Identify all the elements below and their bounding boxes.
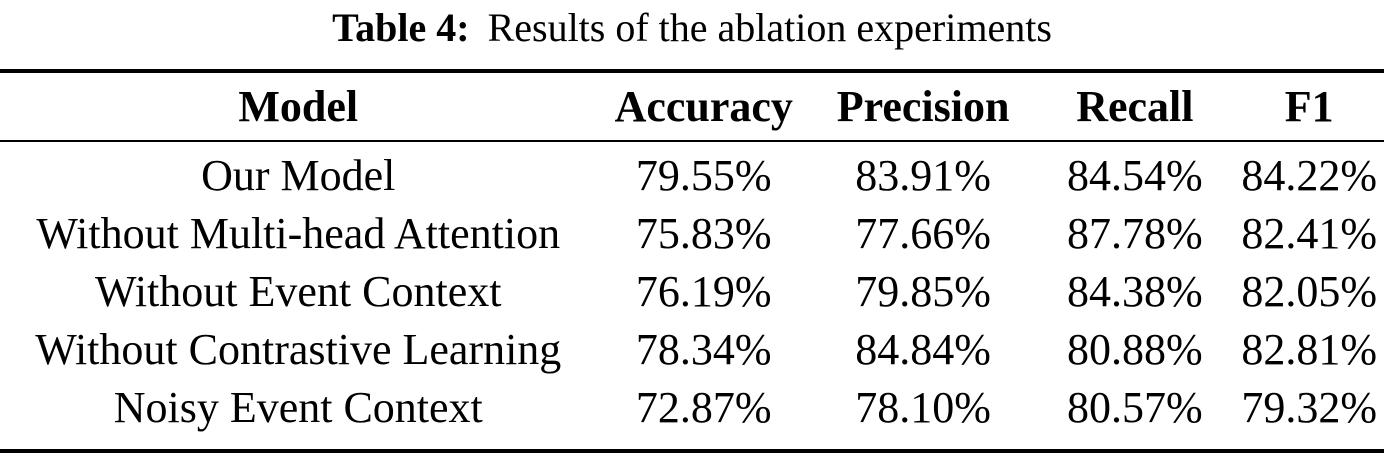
cell-f1: 79.32% [1241, 382, 1378, 432]
cell-model: Without Multi-head Attention [36, 208, 561, 258]
table-header-row: Model Accuracy Precision Recall F1 [0, 71, 1384, 142]
table-caption-label: Table 4: [332, 5, 470, 50]
table-row-noisy-event-context: Noisy Event Context 72.87% 78.10% 80.57%… [0, 378, 1384, 451]
table-caption: Table 4: Results of the ablation experime… [0, 0, 1384, 52]
column-header-accuracy: Accuracy [596, 71, 812, 142]
cell-accuracy: 72.87% [635, 382, 772, 432]
cell-recall: 87.78% [1067, 208, 1203, 258]
cell-accuracy: 75.83% [635, 208, 772, 258]
cell-recall: 84.54% [1067, 150, 1203, 200]
column-header-precision: Precision [811, 71, 1036, 142]
table-row-without-contrastive-learning: Without Contrastive Learning 78.34% 84.8… [0, 320, 1384, 378]
column-header-f1: F1 [1234, 71, 1384, 142]
cell-precision: 77.66% [855, 208, 991, 258]
cell-f1: 82.05% [1241, 266, 1378, 316]
table-caption-text: Results of the ablation experiments [487, 5, 1052, 50]
column-header-recall: Recall [1035, 71, 1235, 142]
cell-recall: 80.57% [1067, 382, 1203, 432]
table-row-without-multi-head-attention: Without Multi-head Attention 75.83% 77.6… [0, 204, 1384, 262]
column-header-model: Model [0, 71, 597, 142]
cell-f1: 84.22% [1241, 150, 1378, 200]
cell-model: Without Event Context [95, 266, 502, 316]
cell-f1: 82.81% [1241, 324, 1378, 374]
cell-accuracy: 78.34% [635, 324, 772, 374]
cell-accuracy: 76.19% [635, 266, 772, 316]
cell-precision: 79.85% [855, 266, 991, 316]
cell-recall: 84.38% [1067, 266, 1203, 316]
cell-precision: 83.91% [855, 150, 991, 200]
cell-f1: 82.41% [1241, 208, 1378, 258]
cell-model: Without Contrastive Learning [35, 324, 562, 374]
cell-accuracy: 79.55% [635, 150, 772, 200]
cell-model: Noisy Event Context [113, 382, 483, 432]
cell-precision: 78.10% [855, 382, 991, 432]
table-row-our-model: Our Model 79.55% 83.91% 84.54% 84.22% [0, 141, 1384, 204]
ablation-results-table: Model Accuracy Precision Recall F1 Our M… [0, 69, 1384, 453]
cell-precision: 84.84% [855, 324, 991, 374]
cell-recall: 80.88% [1067, 324, 1203, 374]
table-row-without-event-context: Without Event Context 76.19% 79.85% 84.3… [0, 262, 1384, 320]
cell-model: Our Model [201, 150, 396, 200]
